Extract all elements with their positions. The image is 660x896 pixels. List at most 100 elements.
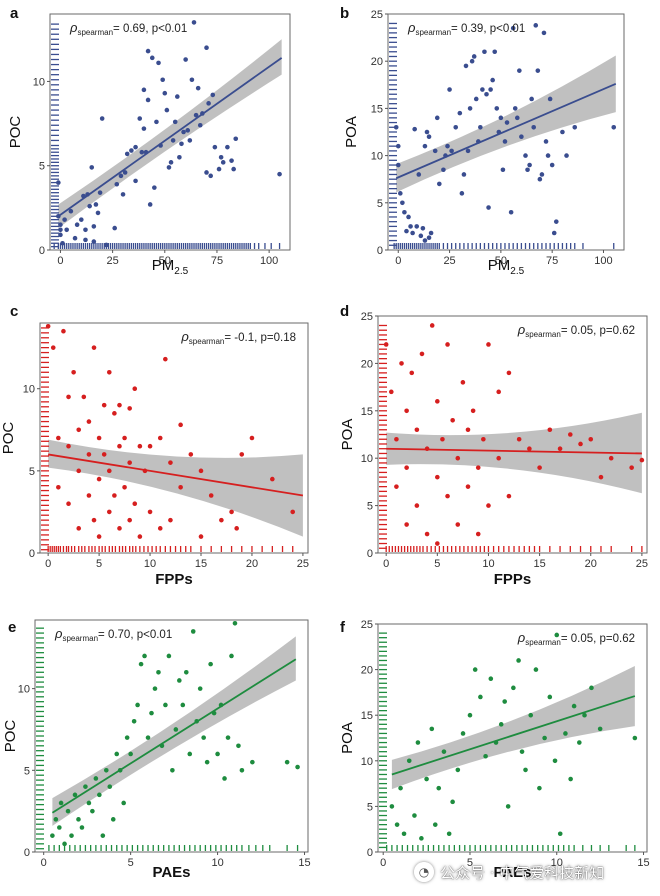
y-tick-label: 25: [361, 311, 373, 323]
data-point: [582, 712, 587, 718]
data-point: [164, 107, 170, 113]
data-point: [172, 119, 178, 125]
y-tick-label: 5: [367, 801, 373, 813]
x-tick-label: 15: [533, 558, 545, 570]
x-tick-label: 15: [637, 857, 649, 869]
y-tick-label: 0: [367, 548, 373, 560]
data-point: [478, 124, 483, 130]
data-point: [114, 751, 120, 757]
data-point: [537, 465, 542, 470]
confidence-band: [52, 636, 296, 826]
x-tick-label: 0: [57, 255, 63, 267]
data-point: [290, 509, 296, 515]
data-point: [541, 30, 547, 36]
data-point: [64, 227, 69, 233]
data-point: [188, 452, 194, 457]
data-point: [455, 767, 461, 773]
data-point: [563, 731, 568, 736]
data-point: [502, 699, 507, 704]
data-point: [552, 758, 558, 764]
regression-line: [57, 57, 283, 218]
annotation-sub: spearman: [62, 634, 98, 643]
data-point: [53, 817, 59, 822]
plot-frame: [377, 623, 648, 853]
x-tick-label: 50: [159, 255, 171, 267]
data-point: [229, 509, 234, 515]
data-point: [500, 167, 506, 173]
data-point: [516, 658, 521, 663]
data-point: [103, 768, 109, 773]
data-point: [424, 776, 429, 782]
data-point: [404, 408, 409, 414]
data-point: [89, 165, 95, 170]
x-axis-label: FPPs: [155, 571, 193, 588]
y-tick-label: 10: [18, 684, 30, 696]
data-point: [118, 173, 124, 179]
data-point: [191, 20, 197, 25]
data-point: [467, 712, 473, 718]
x-tick-label: 10: [144, 558, 156, 570]
panel-label: c: [10, 303, 18, 320]
panel-label: f: [340, 619, 346, 636]
data-point: [86, 452, 92, 457]
data-point: [137, 443, 143, 449]
data-point: [611, 124, 617, 130]
data-point: [506, 370, 512, 376]
x-tick-label: 10: [482, 558, 494, 570]
data-point: [577, 740, 582, 745]
data-point: [83, 237, 88, 243]
data-point: [101, 402, 107, 408]
panel-e: e 0 5 10 15 0 5 10 PAEs POC ρspearman= 0.70, p<0.0…: [2, 619, 311, 881]
data-point: [58, 222, 63, 228]
data-point: [470, 408, 476, 414]
data-point: [400, 200, 405, 206]
x-tick-label: 20: [585, 558, 597, 570]
y-tick-label: 5: [377, 198, 383, 210]
y-tick-label: 0: [29, 548, 35, 560]
annotation-sub: spearman: [189, 337, 225, 346]
data-point: [65, 808, 71, 814]
spearman-annotation: ρspearman= 0.05, p=0.62: [517, 630, 635, 647]
data-point: [414, 503, 420, 508]
x-rug: [393, 243, 615, 249]
x-tick-label: 75: [211, 255, 223, 267]
data-point: [112, 411, 117, 416]
data-point: [170, 138, 176, 143]
y-tick-label: 0: [367, 847, 373, 859]
data-points: [383, 323, 645, 546]
data-point: [163, 702, 168, 708]
data-point: [100, 833, 106, 838]
y-rug: [36, 627, 44, 850]
data-point: [506, 493, 512, 499]
data-point: [449, 148, 454, 154]
data-point: [141, 126, 147, 131]
data-point: [147, 202, 153, 207]
x-axis-label-sub: 2.5: [510, 266, 524, 277]
x-tick-label: 15: [298, 857, 310, 869]
wechat-logo-icon: ◔: [414, 862, 434, 882]
spearman-annotation: ρspearman= 0.39, p<0.01: [407, 20, 525, 37]
data-point: [215, 751, 220, 757]
data-point: [112, 493, 117, 498]
x-tick-label: 5: [434, 558, 440, 570]
data-point: [480, 87, 485, 92]
data-point: [539, 172, 545, 177]
annotation-text: = -0.1, p=0.18: [224, 332, 296, 344]
data-point: [467, 106, 473, 111]
data-point: [424, 129, 430, 135]
data-point: [250, 759, 255, 765]
data-point: [519, 134, 524, 140]
data-point: [83, 227, 88, 233]
x-tick-label: 5: [467, 857, 473, 869]
data-point: [450, 799, 455, 805]
data-point: [99, 116, 105, 121]
data-point: [295, 764, 300, 770]
data-point: [388, 389, 394, 395]
data-point: [57, 825, 62, 830]
data-point: [498, 115, 504, 121]
data-point: [542, 735, 547, 741]
data-point: [166, 165, 172, 170]
data-point: [117, 402, 122, 408]
data-point: [71, 369, 76, 375]
